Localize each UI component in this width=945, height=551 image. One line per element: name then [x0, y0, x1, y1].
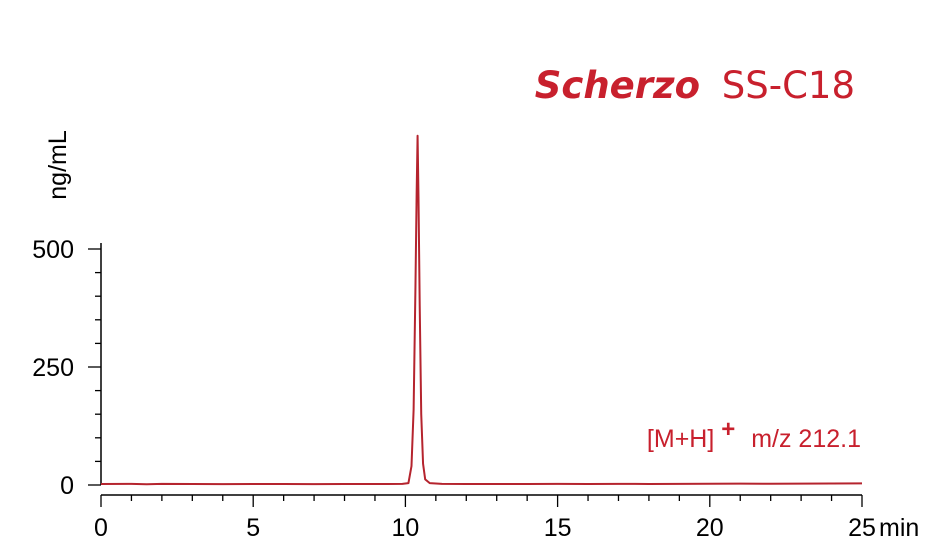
series-layer	[100, 134, 863, 486]
y-tick-label: 250	[32, 354, 74, 382]
x-tick-label: 0	[94, 514, 108, 542]
x-tick-label: 25	[848, 514, 876, 542]
x-ticks: 0 5 10 15 20 25	[94, 495, 876, 542]
chart-title: Scherzo SS-C18	[535, 64, 855, 107]
y-tick-label: 500	[32, 236, 74, 264]
x-tick-label: 15	[544, 514, 572, 542]
annotation-ion: [M+H]	[647, 425, 714, 453]
chart-title-regular: SS-C18	[722, 64, 855, 107]
annotation-mz: m/z 212.1	[751, 425, 861, 453]
chromatogram-trace	[100, 134, 863, 486]
y-ticks: 0 250 500	[32, 236, 101, 500]
x-tick-label: 10	[391, 514, 419, 542]
x-tick-label: 5	[246, 514, 260, 542]
x-axis-title: min	[879, 514, 919, 542]
annotation-superscript: +	[721, 416, 735, 443]
chart-axes: 0 5 10 15 20 25 0 250 500	[32, 236, 876, 542]
mass-annotation: [M+H] + m/z 212.1	[647, 415, 861, 453]
y-axis-title: ng/mL	[44, 130, 72, 200]
y-tick-label: 0	[60, 472, 74, 500]
chart-title-italic: Scherzo	[535, 64, 700, 107]
x-tick-label: 20	[696, 514, 724, 542]
